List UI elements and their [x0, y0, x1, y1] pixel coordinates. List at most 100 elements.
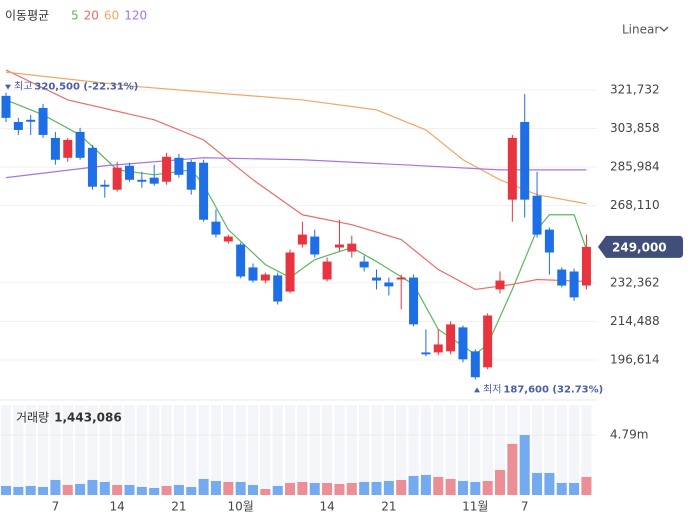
volume-bar	[322, 482, 333, 495]
volume-title: 거래량	[16, 411, 49, 425]
legend-item: 120	[124, 9, 147, 23]
volume-column-bg	[568, 405, 580, 495]
scale-selector[interactable]: Linear	[622, 23, 659, 37]
volume-column-bg	[334, 405, 345, 495]
candle-body	[211, 221, 221, 235]
y-tick-label: 285,984	[610, 160, 660, 174]
volume-bar	[507, 443, 518, 495]
candle-body	[186, 161, 196, 190]
candle-body	[544, 229, 554, 253]
candle-body	[137, 179, 147, 182]
volume-bar	[556, 482, 567, 495]
volume-bar	[457, 480, 468, 495]
y-tick-label: 232,362	[610, 275, 660, 289]
volume-column-bg	[99, 405, 110, 495]
candle-body	[297, 234, 307, 245]
low-label: 최저	[483, 383, 501, 395]
volume-column-bg	[544, 405, 555, 495]
volume-column-bg	[396, 405, 407, 495]
volume-bar	[309, 482, 320, 495]
volume-bar	[186, 486, 197, 495]
volume-column-bg	[321, 405, 333, 495]
x-tick-label: 14	[110, 500, 125, 514]
candle-body	[174, 157, 184, 175]
volume-bar	[544, 472, 555, 495]
volume-last: 1,443,086	[54, 411, 122, 425]
volume-bar	[248, 484, 258, 495]
volume-bar	[136, 486, 147, 495]
candle-body	[322, 261, 332, 280]
volume-bar	[235, 481, 246, 495]
volume-column-bg	[297, 405, 308, 495]
candle-body	[470, 351, 480, 378]
volume-bar	[161, 485, 172, 495]
volume-column-bg	[235, 405, 246, 495]
volume-bar	[149, 487, 160, 495]
volume-column-bg	[173, 405, 185, 495]
dropdown-icon[interactable]	[659, 26, 669, 32]
candle-body	[520, 121, 530, 200]
high-value: 320,500 (-22.31%)	[34, 82, 138, 93]
x-tick-label: 21	[171, 500, 186, 514]
volume-column-bg	[25, 405, 36, 495]
volume-column-bg	[556, 405, 567, 495]
volume-column-bg	[482, 405, 493, 495]
volume-column-bg	[210, 405, 222, 495]
volume-bar	[223, 481, 234, 495]
x-tick-label: 10월	[227, 500, 253, 514]
volume-column-bg	[284, 405, 296, 495]
y-tick-label: 214,488	[610, 314, 660, 328]
volume-column-bg	[531, 405, 543, 495]
candle-body	[50, 137, 60, 160]
volume-column-bg	[358, 405, 370, 495]
volume-column-bg	[111, 405, 123, 495]
volume-bar	[359, 481, 370, 495]
candle-body	[310, 236, 320, 255]
candle-body	[223, 236, 233, 242]
volume-bar	[519, 435, 530, 495]
legend-title: 이동평균	[5, 9, 49, 23]
candle-body	[199, 162, 209, 220]
volume-bar	[124, 484, 135, 495]
volume-bar	[581, 476, 592, 495]
volume-bar	[112, 484, 123, 495]
volume-bar	[371, 481, 382, 495]
volume-column-bg	[309, 405, 320, 495]
candle-body	[149, 177, 159, 184]
candle-body	[248, 267, 258, 281]
candle-body	[372, 277, 381, 281]
volume-bar	[285, 482, 296, 495]
low-marker	[474, 387, 480, 393]
candle-body	[359, 261, 369, 268]
candle-body	[384, 282, 394, 287]
volume-column-bg	[0, 405, 12, 495]
volume-column-bg	[50, 405, 61, 495]
high-marker	[5, 84, 11, 90]
volume-column-bg	[161, 405, 172, 495]
volume-column-bg	[346, 405, 357, 495]
volume-column-bg	[260, 405, 271, 495]
legend-item: 5	[71, 9, 79, 23]
x-tick-label: 11월	[462, 500, 488, 514]
volume-column-bg	[247, 405, 259, 495]
candle-body	[112, 167, 122, 190]
volume-bar	[198, 478, 209, 495]
y-tick-label: 268,110	[610, 198, 660, 212]
volume-bar	[569, 482, 580, 495]
y-tick-label: 321,732	[610, 82, 660, 96]
volume-column-bg	[87, 405, 98, 495]
volume-column-bg	[420, 405, 432, 495]
volume-column-bg	[494, 405, 506, 495]
volume-bar	[62, 484, 73, 495]
volume-column-bg	[383, 405, 395, 495]
volume-bar	[99, 481, 110, 495]
candle-body	[507, 137, 517, 200]
volume-bar	[470, 481, 481, 495]
x-tick-label: 14	[319, 500, 334, 514]
x-tick-label: 21	[381, 500, 396, 514]
current-price-tag	[598, 235, 683, 258]
volume-bar	[445, 478, 456, 495]
candle-body	[75, 131, 85, 158]
moving-average	[5, 99, 588, 356]
